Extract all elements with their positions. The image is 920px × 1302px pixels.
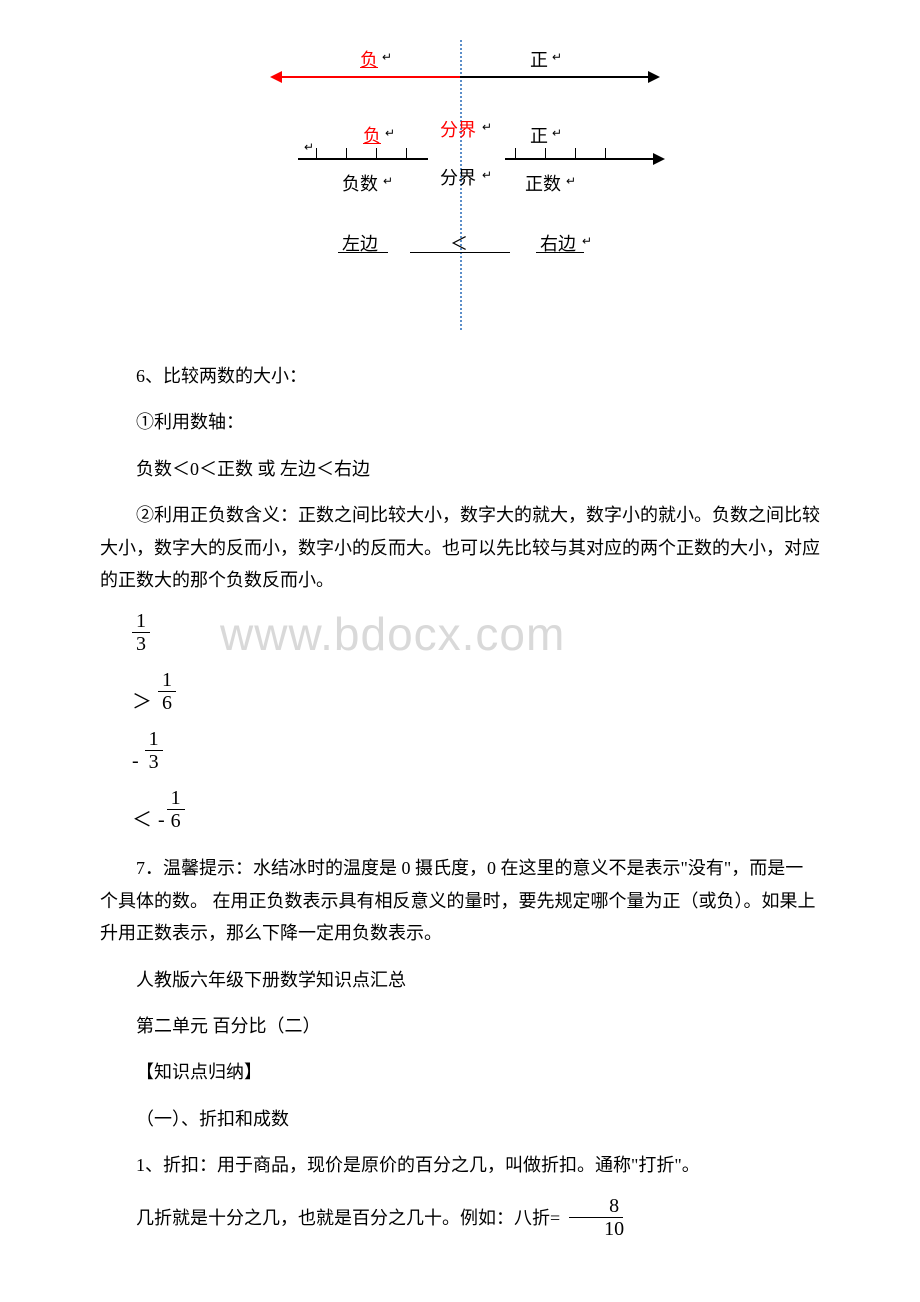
label-pos-num: 正数 (525, 170, 561, 196)
frac-d-den: 6 (167, 810, 185, 832)
k4-num: 8 (569, 1195, 623, 1218)
enter-8: ↵ (566, 174, 576, 189)
enter-2: ↵ (552, 50, 562, 65)
row2-left-seg (298, 158, 428, 160)
k4-den: 10 (564, 1218, 628, 1240)
fraction-examples: 1 3 ＞ 1 6 - 1 3 ＜ - 1 6 (132, 610, 820, 832)
p6a: ①利用数轴： (100, 406, 820, 438)
ul-right (536, 252, 584, 253)
label-neg-num: 负数 (342, 170, 378, 196)
p6c: ②利用正负数含义：正数之间比较大小，数字大的就大，数字小的就小。负数之间比较大小… (100, 499, 820, 596)
enter-5: ↵ (552, 126, 562, 141)
frac-b: ＞ 1 6 (132, 669, 820, 714)
enter-1: ↵ (382, 50, 392, 65)
row2-right-seg (505, 158, 655, 160)
unit2: 第二单元 百分比（二） (100, 1010, 820, 1042)
frac-c-den: 3 (145, 751, 163, 773)
enter-4: ↵ (482, 120, 492, 135)
p6b: 负数＜0＜正数 或 左边＜右边 (100, 453, 820, 485)
enter-9: ↵ (582, 234, 592, 249)
p7: 7．温馨提示：水结冰时的温度是 0 摄氏度，0 在这里的意义不是表示"没有"，而… (100, 852, 820, 949)
k4-prefix: 几折就是十分之几，也就是百分之几十。例如：八折= (100, 1202, 560, 1234)
frac-a: 1 3 (132, 610, 820, 655)
row2-right-arrowhead (653, 153, 665, 165)
lt-op: ＜ (132, 803, 152, 832)
enter-7: ↵ (482, 168, 492, 183)
row1-right-arrow (460, 76, 650, 78)
ul-lt (410, 252, 510, 253)
row1-left-arrowhead (270, 71, 282, 83)
enter-6: ↵ (383, 174, 393, 189)
frac-b-den: 6 (158, 692, 176, 714)
label-pos-2: 正 (530, 122, 548, 148)
label-boundary-2: 分界 (440, 164, 476, 190)
title2: 人教版六年级下册数学知识点汇总 (100, 964, 820, 996)
frac-a-num: 1 (132, 610, 150, 633)
enter-3: ↵ (385, 126, 395, 141)
label-pos-1: 正 (530, 46, 548, 72)
enter-l: ↵ (304, 140, 314, 155)
label-neg-1: 负 (360, 46, 378, 72)
frac-c: - 1 3 (132, 728, 820, 773)
gt-op: ＞ (132, 685, 152, 714)
frac-d: ＜ - 1 6 (132, 787, 820, 832)
k3: 1、折扣：用于商品，现价是原价的百分之几，叫做折扣。通称"打折"。 (100, 1149, 820, 1181)
k4: 几折就是十分之几，也就是百分之几十。例如：八折= 8 10 (100, 1195, 820, 1240)
label-boundary-1: 分界 (440, 116, 476, 142)
frac-a-den: 3 (132, 633, 150, 655)
p6: 6、比较两数的大小： (100, 360, 820, 392)
frac-c-num: 1 (145, 728, 163, 751)
k2: （一）、折扣和成数 (100, 1103, 820, 1135)
label-neg-2: 负 (363, 122, 381, 148)
number-line-diagram: 负 ↵ 正 ↵ 负 ↵ 分界 ↵ 正 ↵ ↵ (100, 40, 820, 330)
frac-b-num: 1 (158, 669, 176, 692)
ul-left (338, 252, 388, 253)
neg-d: - (158, 809, 165, 832)
neg-c: - (132, 750, 139, 773)
k1: 【知识点归纳】 (100, 1056, 820, 1088)
frac-d-num: 1 (167, 787, 185, 810)
row1-right-arrowhead (648, 71, 660, 83)
row1-left-arrow (280, 76, 460, 78)
